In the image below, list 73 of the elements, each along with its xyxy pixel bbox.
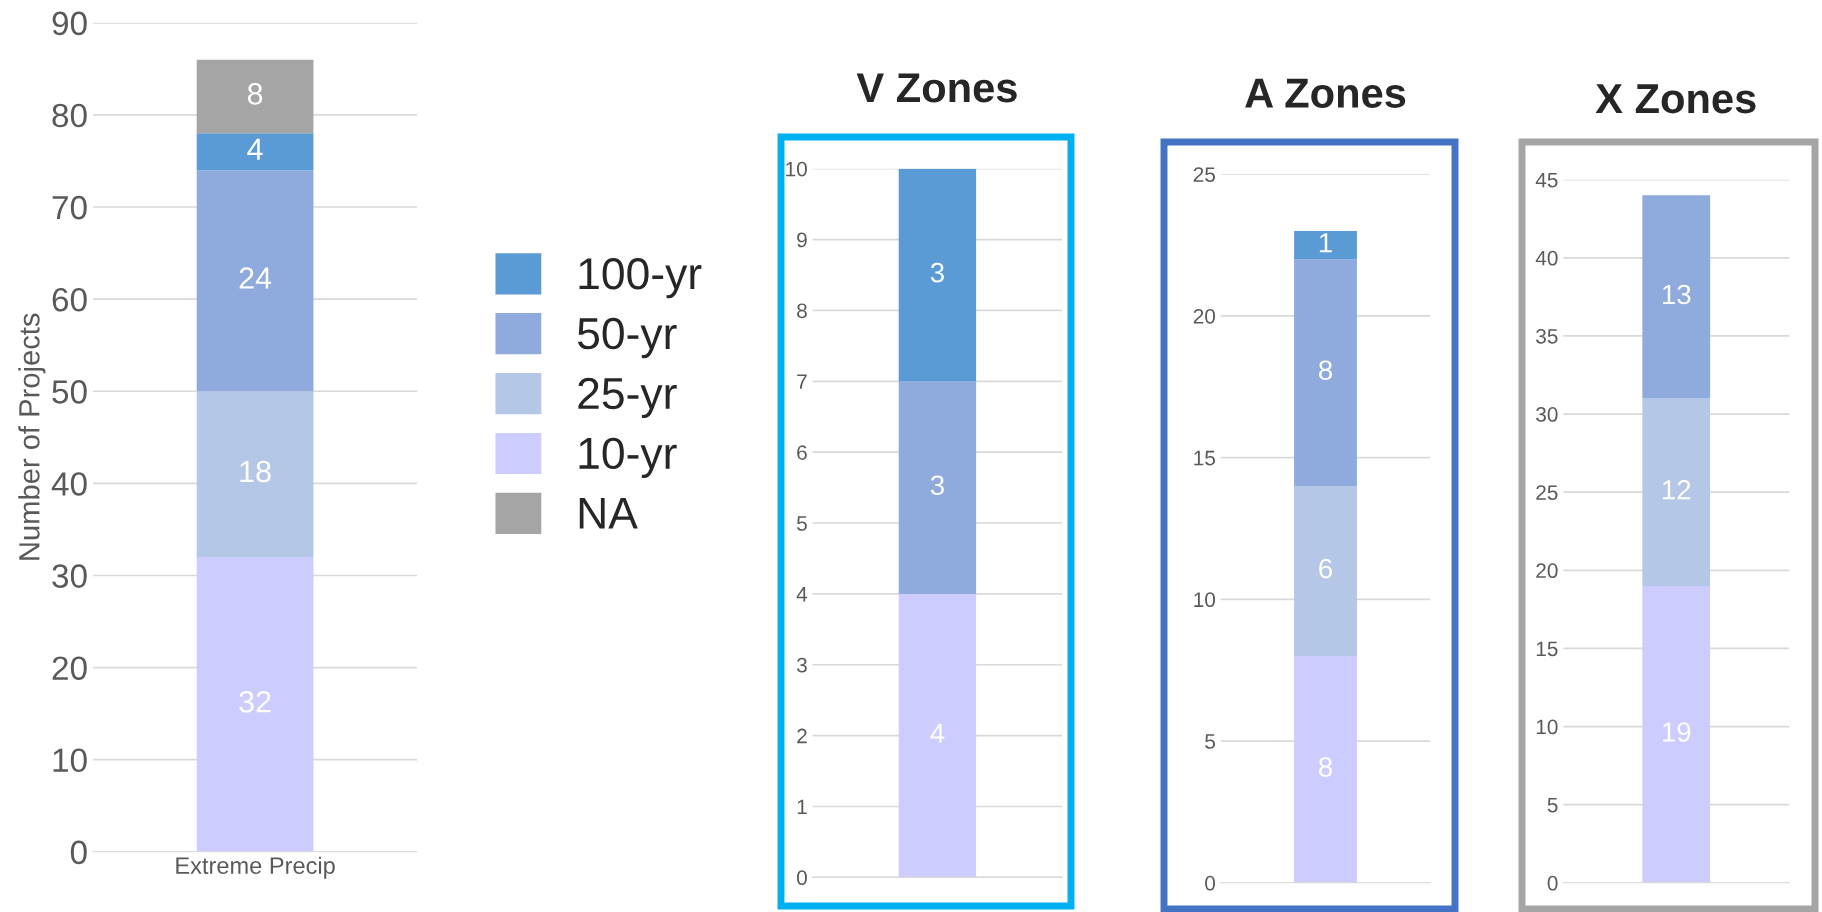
- y-tick-label: 35: [1536, 328, 1558, 344]
- y-tick-label: 45: [1535, 172, 1558, 188]
- y-tick-label: 9: [797, 232, 807, 248]
- y-tick-label: 10: [53, 748, 87, 773]
- bar: [1642, 585, 1711, 883]
- y-tick-label: 50: [52, 380, 87, 404]
- bar: [1642, 398, 1711, 586]
- bar: [1294, 259, 1357, 486]
- chart-title: X Zones: [1595, 84, 1756, 114]
- y-tick-label: 0: [70, 840, 87, 865]
- y-tick-label: 2: [797, 728, 807, 744]
- bar: [196, 557, 314, 852]
- data-label: 8: [1318, 360, 1333, 381]
- bar: [196, 59, 314, 134]
- chart-title: A Zones: [1245, 78, 1406, 108]
- y-tick-label: 60: [52, 287, 87, 312]
- y-tick-label: 20: [1193, 308, 1216, 324]
- bar: [898, 381, 977, 594]
- y-tick-label: 0: [796, 870, 807, 886]
- data-label: 12: [1662, 479, 1691, 500]
- y-tick-label: 70: [52, 195, 87, 220]
- y-tick-label: 15: [1536, 641, 1558, 657]
- y-tick-label: 90: [52, 11, 87, 36]
- bar: [196, 391, 314, 558]
- y-tick-label: 5: [1547, 797, 1558, 813]
- y-tick-label: 30: [1536, 407, 1558, 422]
- bar: [1294, 656, 1357, 883]
- y-tick-label: 5: [1205, 734, 1216, 749]
- legend-label: 10-yr: [579, 437, 677, 478]
- bar: [898, 168, 977, 382]
- data-label: 3: [930, 262, 944, 283]
- data-label: 13: [1662, 284, 1691, 305]
- bar: [898, 593, 977, 878]
- y-tick-label: 15: [1194, 450, 1216, 466]
- legend-label: 25-yr: [578, 377, 677, 419]
- data-label: 18: [240, 460, 271, 483]
- y-tick-label: 1: [797, 799, 807, 815]
- bar: [196, 170, 314, 392]
- legend-label: 50-yr: [577, 317, 677, 359]
- data-label: 1: [1319, 233, 1332, 253]
- data-label: 6: [1319, 558, 1333, 579]
- y-tick-label: 80: [52, 103, 87, 128]
- bar: [196, 133, 314, 171]
- data-label: 8: [247, 83, 263, 105]
- y-tick-label: 30: [52, 564, 87, 588]
- y-tick-label: 7: [797, 374, 807, 389]
- y-tick-label: 0: [1547, 875, 1558, 891]
- y-tick-label: 10: [786, 161, 807, 177]
- y-tick-label: 20: [52, 656, 87, 680]
- y-tick-label: 40: [51, 472, 87, 496]
- y-axis-title: Number of Projects: [18, 313, 46, 560]
- bar: [1642, 195, 1711, 399]
- y-tick-label: 5: [797, 516, 807, 531]
- y-tick-label: 25: [1193, 167, 1216, 182]
- y-tick-label: 25: [1536, 485, 1558, 500]
- bar: [1294, 485, 1357, 657]
- y-tick-label: 40: [1535, 250, 1558, 266]
- y-tick-label: 3: [796, 657, 807, 673]
- y-tick-label: 6: [797, 445, 807, 460]
- y-tick-label: 8: [797, 303, 807, 319]
- data-label: 3: [930, 475, 944, 496]
- y-tick-label: 10: [1536, 719, 1558, 735]
- x-tick-label: Extreme Precip: [176, 856, 335, 879]
- legend-label: NA: [579, 498, 638, 529]
- y-tick-label: 4: [796, 587, 808, 602]
- y-tick-label: 20: [1536, 563, 1558, 579]
- legend-label: 100-yr: [579, 257, 702, 299]
- bar: [1294, 230, 1357, 260]
- y-tick-label: 10: [1194, 592, 1216, 608]
- y-tick-label: 0: [1205, 875, 1216, 891]
- chart-title: V Zones: [856, 73, 1017, 103]
- data-label: 24: [239, 267, 272, 289]
- data-label: 4: [247, 138, 263, 160]
